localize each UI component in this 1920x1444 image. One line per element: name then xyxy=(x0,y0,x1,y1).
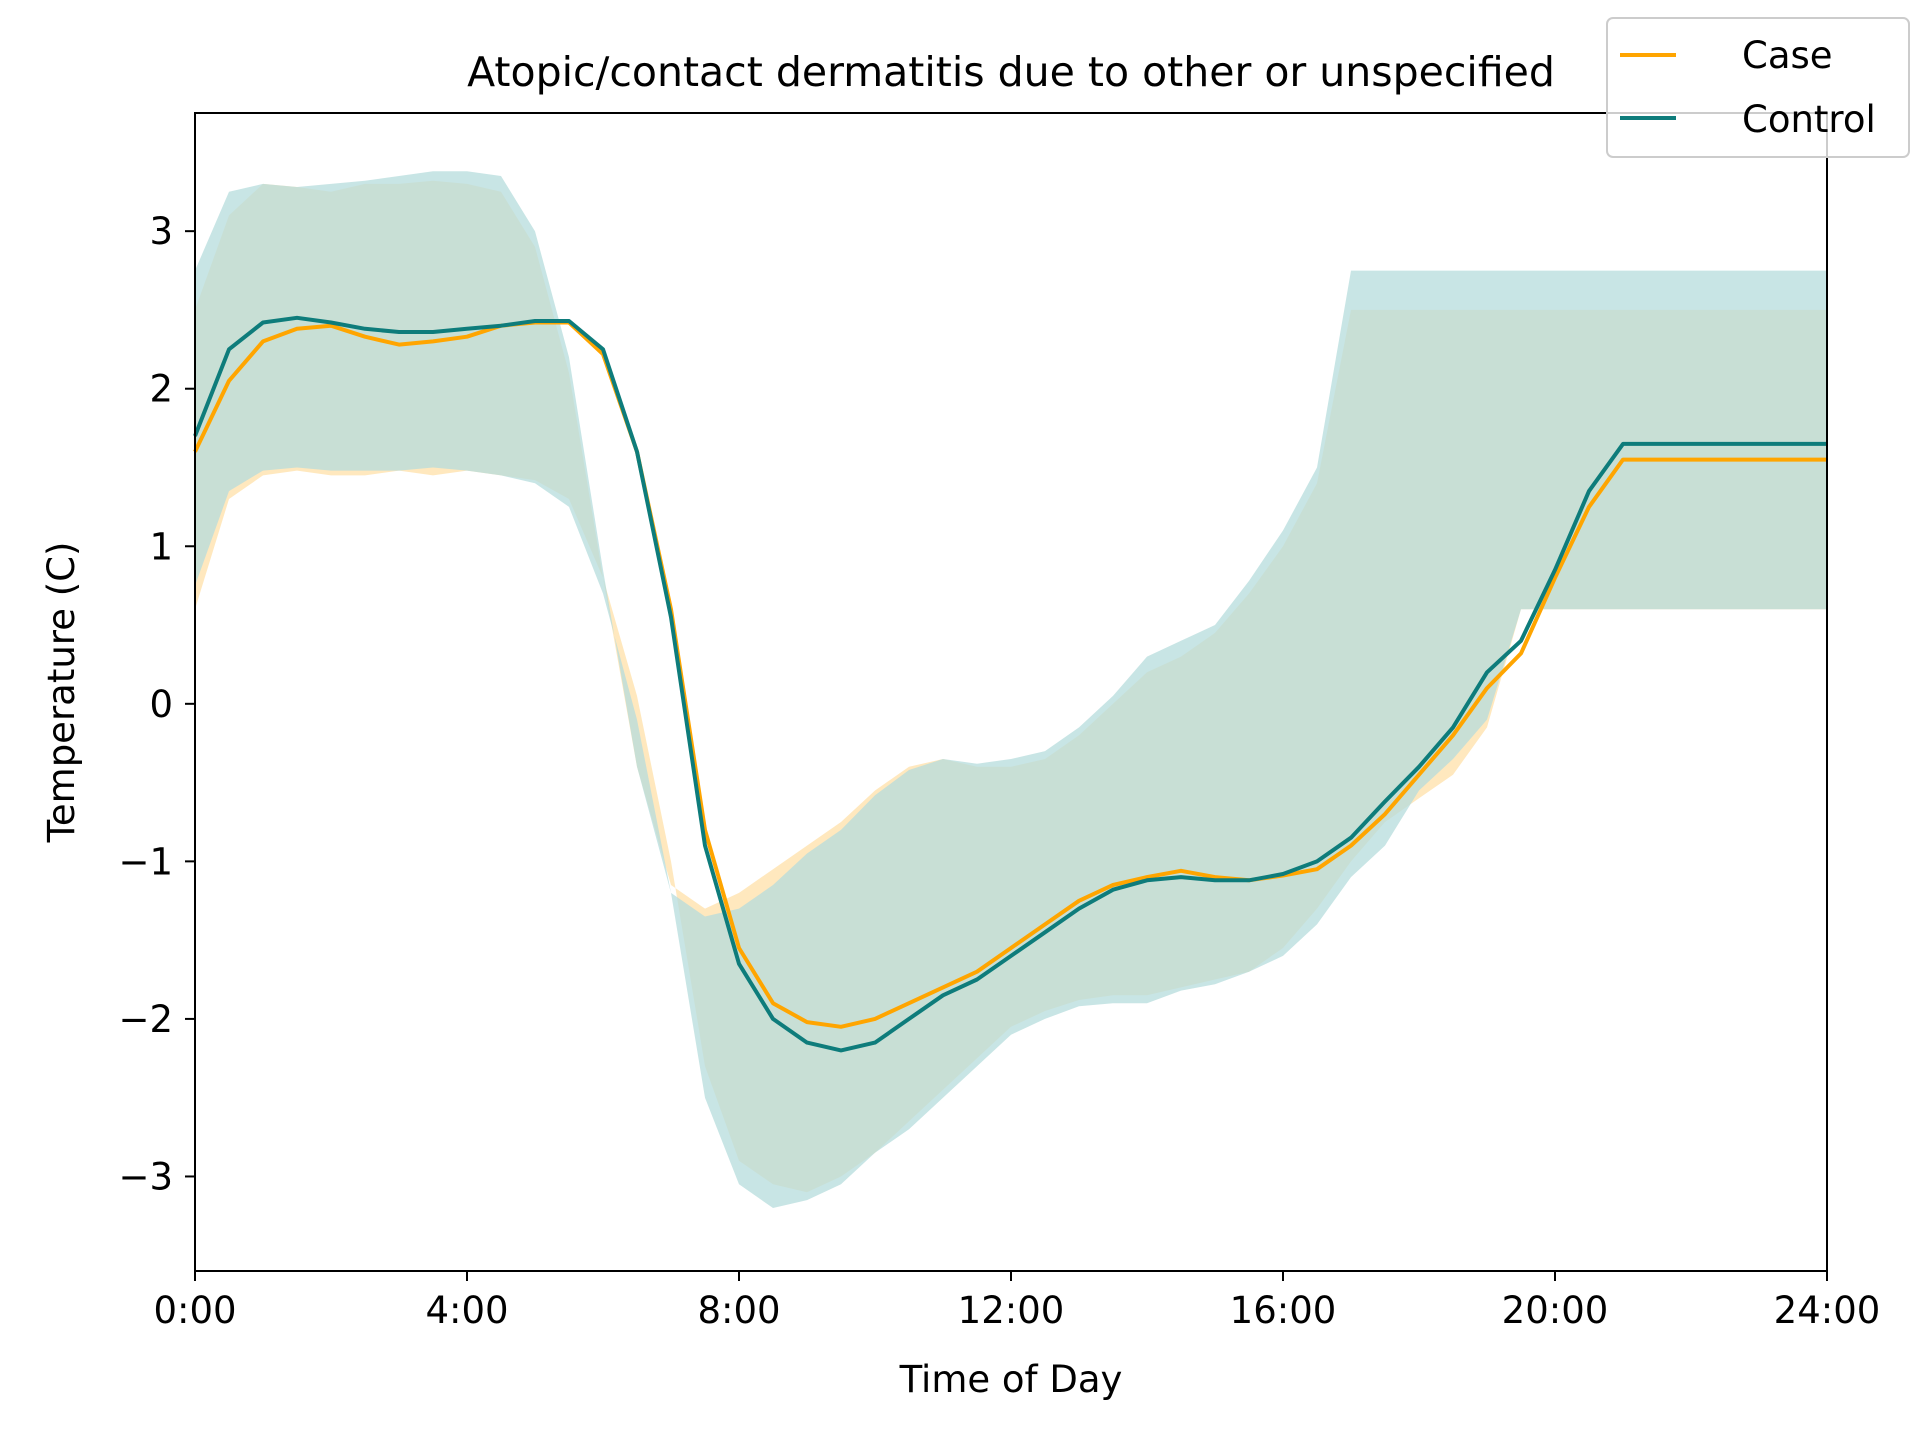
x-axis: 0:00 4:00 8:00 12:00 16:00 20:00 24:00 xyxy=(153,1271,1880,1332)
legend: Case Control xyxy=(1606,17,1910,158)
legend-box xyxy=(1606,17,1910,158)
x-tick-label: 16:00 xyxy=(1230,1289,1337,1332)
y-tick-label: 2 xyxy=(149,368,173,411)
chart-title: Atopic/contact dermatitis due to other o… xyxy=(467,48,1555,96)
x-tick-label: 0:00 xyxy=(153,1289,236,1332)
x-tick-label: 12:00 xyxy=(958,1289,1065,1332)
y-axis-label: Temperature (C) xyxy=(40,542,83,844)
y-tick-label: −3 xyxy=(118,1155,173,1198)
x-tick-label: 4:00 xyxy=(425,1289,508,1332)
y-tick-label: −1 xyxy=(118,840,173,883)
legend-label-case: Case xyxy=(1742,34,1833,77)
confidence-bands xyxy=(195,171,1827,1208)
series-line-case xyxy=(193,320,1827,1029)
x-tick-label: 24:00 xyxy=(1774,1289,1881,1332)
y-tick-label: 1 xyxy=(149,525,173,568)
legend-label-control: Control xyxy=(1742,98,1876,141)
band-control xyxy=(195,171,1827,1208)
x-tick-label: 20:00 xyxy=(1502,1289,1609,1332)
y-tick-label: 0 xyxy=(149,683,173,726)
series-line-control xyxy=(193,315,1827,1053)
x-tick-label: 8:00 xyxy=(697,1289,780,1332)
y-axis: −3 −2 −1 0 1 2 3 xyxy=(118,210,195,1198)
y-tick-label: 3 xyxy=(149,210,173,253)
y-tick-label: −2 xyxy=(118,998,173,1041)
x-axis-label: Time of Day xyxy=(899,1358,1123,1401)
series-lines xyxy=(193,315,1827,1053)
